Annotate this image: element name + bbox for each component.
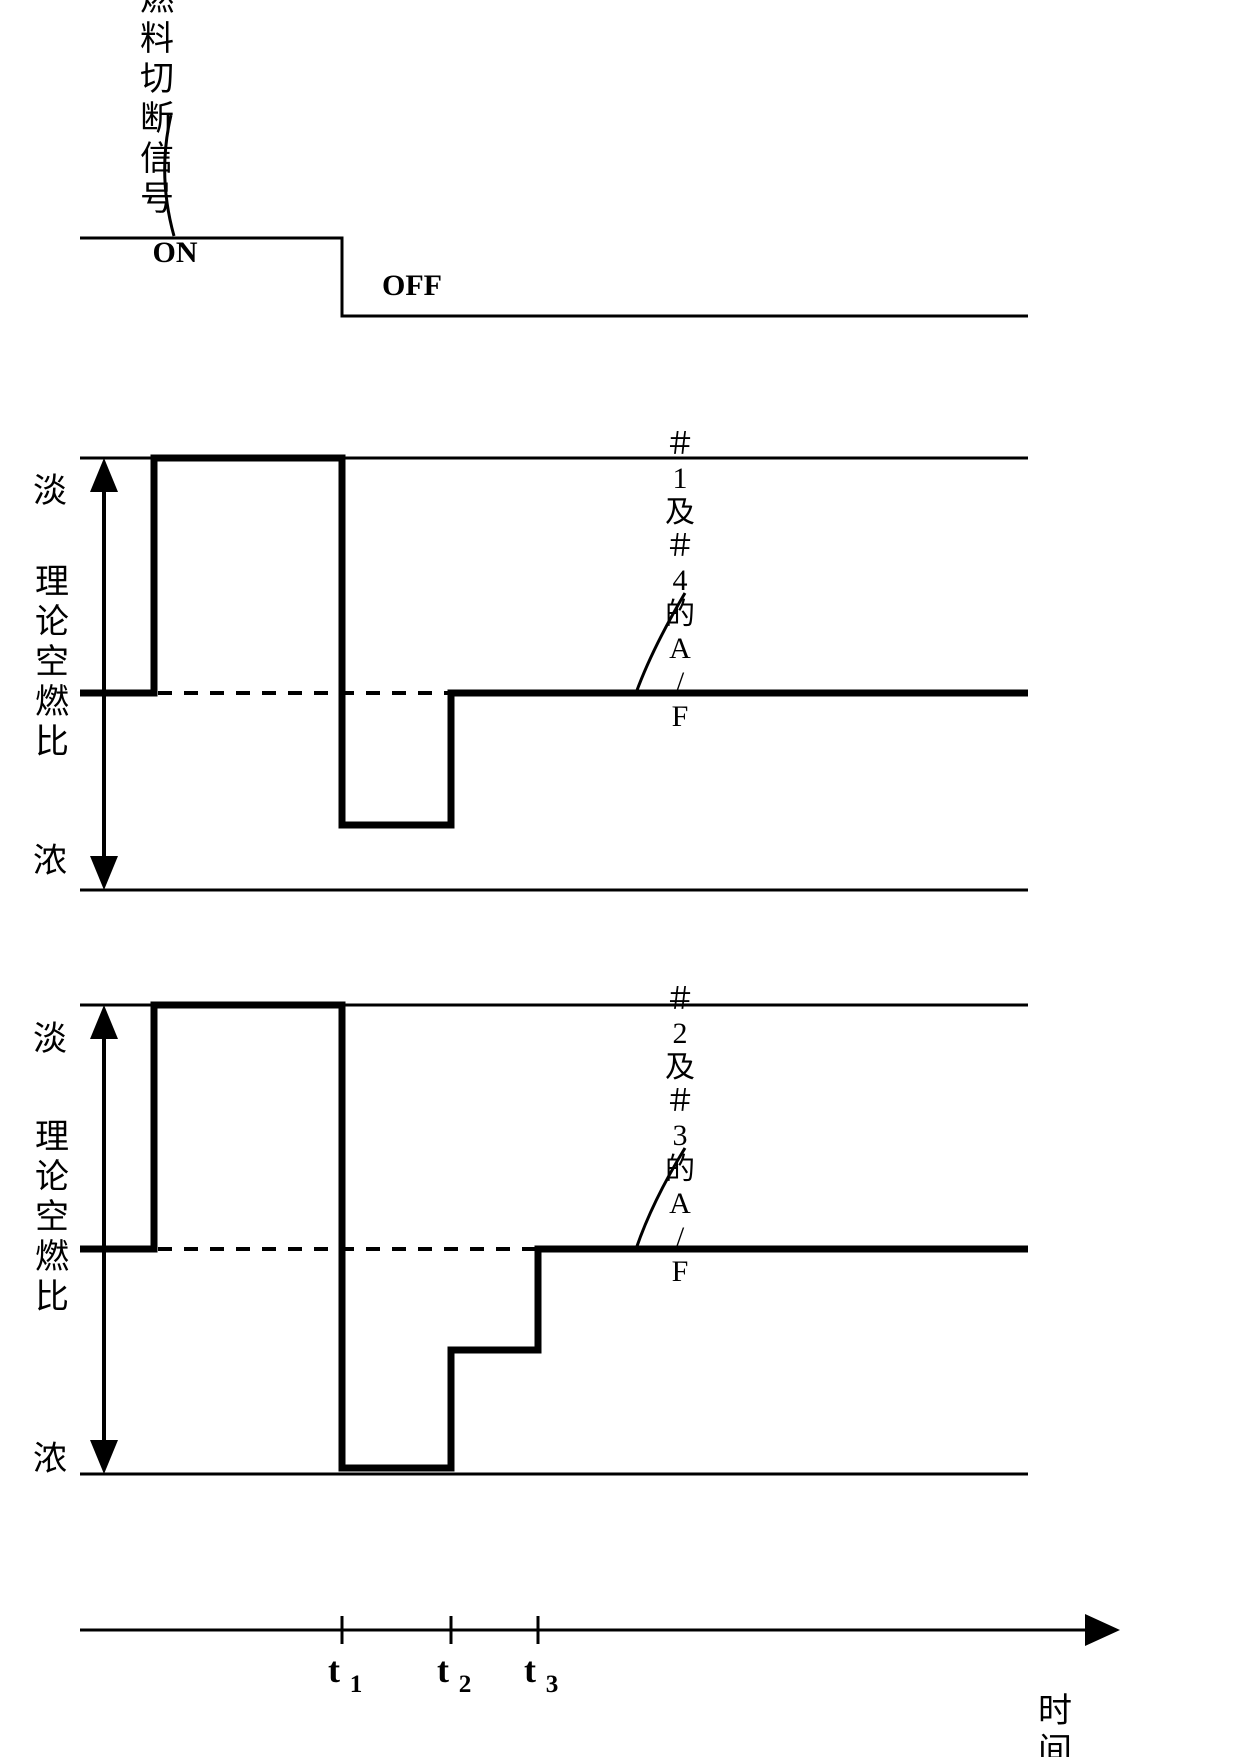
label: t — [328, 1650, 340, 1690]
lean-label-14: 淡 — [33, 473, 67, 510]
label: 比 — [35, 724, 69, 761]
timing-diagram: t1t2t3时间燃料切断信号ONOFF淡浓理论空燃比＃1及＃4的A/F淡浓理论空… — [0, 0, 1240, 1757]
time-tick-label: t2 — [437, 1650, 471, 1698]
label: 间 — [1038, 1733, 1072, 1757]
label: / — [676, 666, 685, 699]
label: / — [676, 1221, 685, 1254]
label: t — [524, 1650, 536, 1690]
label: 切 — [140, 61, 174, 98]
label: 燃 — [35, 1238, 69, 1276]
label: 3 — [673, 1119, 688, 1152]
time-axis-arrow — [1085, 1614, 1120, 1646]
label: 空 — [35, 1198, 69, 1236]
label: ＃ — [665, 530, 695, 563]
label: 时 — [1038, 1693, 1072, 1730]
fuel-cut-signal-trace — [80, 238, 1028, 316]
label: 论 — [35, 603, 69, 641]
stoich-label-14: 理论空燃比 — [35, 564, 69, 761]
label: 料 — [140, 20, 174, 58]
label: A — [669, 632, 691, 665]
stoich-label-23: 理论空燃比 — [35, 1119, 69, 1316]
on-label: ON — [153, 236, 198, 269]
label: F — [672, 1255, 689, 1288]
rich-label-14: 浓 — [33, 843, 67, 880]
label: 燃 — [35, 683, 69, 721]
af-axis-up-arrow-23 — [90, 1005, 118, 1039]
label: 2 — [459, 1671, 472, 1698]
off-label: OFF — [382, 269, 442, 302]
label: 3 — [546, 1671, 559, 1698]
af-curve-label-14: ＃1及＃4的A/F — [665, 428, 695, 733]
label: 2 — [673, 1017, 688, 1050]
label: 1 — [350, 1671, 363, 1698]
label: 1 — [673, 462, 688, 495]
af-axis-up-arrow-14 — [90, 458, 118, 492]
label: 及 — [665, 1051, 695, 1084]
label: 信 — [140, 140, 174, 178]
label: 4 — [673, 564, 688, 597]
af-curve-label-23: ＃2及＃3的A/F — [665, 983, 695, 1288]
label: A — [669, 1187, 691, 1220]
label: 燃 — [140, 0, 174, 18]
af-axis-down-arrow-14 — [90, 856, 118, 890]
fuel-cut-signal-label: 燃料切断信号 — [140, 0, 174, 218]
label: 理 — [35, 564, 69, 601]
time-axis-label: 时间 — [1038, 1693, 1072, 1757]
label: 空 — [35, 643, 69, 681]
label: 论 — [35, 1158, 69, 1196]
label: ＃ — [665, 428, 695, 461]
af-axis-down-arrow-23 — [90, 1440, 118, 1474]
label: ＃ — [665, 983, 695, 1016]
label: t — [437, 1650, 449, 1690]
label: F — [672, 700, 689, 733]
label: 及 — [665, 496, 695, 529]
time-tick-label: t1 — [328, 1650, 362, 1698]
af-trace-14 — [80, 458, 1028, 825]
time-tick-label: t3 — [524, 1650, 558, 1698]
rich-label-23: 浓 — [33, 1441, 67, 1478]
lean-label-23: 淡 — [33, 1021, 67, 1058]
label: ＃ — [665, 1085, 695, 1118]
af-trace-23 — [80, 1005, 1028, 1468]
label: 比 — [35, 1279, 69, 1316]
label: 理 — [35, 1119, 69, 1156]
